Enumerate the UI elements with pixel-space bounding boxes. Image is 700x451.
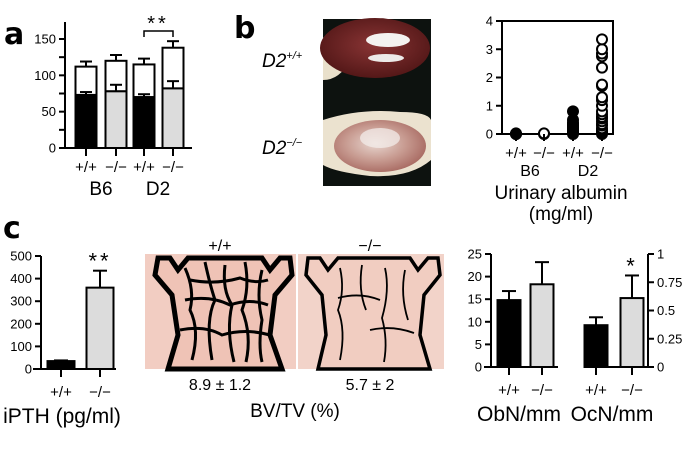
y-tick-label: 0.75 [657, 275, 682, 290]
y-tick-label: 50 [42, 104, 56, 119]
y-tick-label: 1 [486, 98, 493, 113]
open-point [596, 43, 608, 56]
y-tick-label: 25 [468, 247, 482, 262]
open-point [596, 78, 608, 91]
panel-letter-a: a [4, 17, 24, 52]
y-tick-label: 0 [657, 360, 664, 375]
significance-stars: * [626, 253, 638, 278]
significance-stars: ** [88, 249, 111, 274]
obn-bar-chart: 0 5 10 15 20 25 +/+ −/− ObN/mm [468, 247, 561, 427]
bvtv-label: BV/TV (%) [250, 401, 340, 422]
significance-stars: ** [147, 13, 169, 35]
bar [46, 360, 76, 370]
x-tick-label: −/− [89, 384, 111, 401]
x-axis-label-units: (mg/ml) [529, 204, 593, 225]
histology-wt-label: +/+ [208, 238, 231, 255]
kidney-photo [320, 18, 431, 186]
y-tick-label: 5 [475, 337, 482, 352]
histology-wt-image [145, 254, 296, 372]
bar-top-segment [132, 63, 156, 99]
y-tick-label: 100 [10, 339, 32, 354]
x-tick-label: +/+ [75, 159, 97, 176]
x-tick-label: −/− [621, 382, 643, 399]
y-tick-label: 100 [34, 68, 56, 83]
y-tick-label: 0 [475, 360, 482, 375]
y-tick-label: 4 [486, 14, 493, 29]
label-d2-ko: D2−/− [262, 137, 303, 159]
panel-letter-c: c [3, 211, 21, 246]
bar-bottom-segment [74, 93, 98, 149]
bone-histology-images [145, 254, 444, 372]
x-tick-label: −/− [162, 159, 184, 176]
bar [619, 297, 645, 369]
open-point [596, 61, 608, 74]
bvtv-wt-value: 8.9 ± 1.2 [189, 377, 251, 394]
group-label: B6 [89, 179, 112, 200]
label-d2-wt: D2+/+ [262, 50, 303, 72]
bar-bottom-segment [104, 90, 128, 149]
y-tick-label: 500 [10, 249, 32, 264]
bar-top-segment [74, 65, 98, 96]
filled-point [567, 105, 579, 118]
y-tick-label: 0 [486, 127, 493, 142]
y-tick-label: 20 [468, 269, 482, 284]
x-tick-label: −/− [533, 145, 555, 162]
y-tick-label: 3 [486, 42, 493, 57]
open-point [596, 33, 608, 46]
x-axis-label: OcN/mm [571, 403, 654, 426]
y-tick-label: 2 [486, 70, 493, 85]
histology-ko-label: −/− [358, 238, 381, 255]
ocn-bar-chart: 0 0.25 0.5 0.75 1 +/+ −/− * OcN/mm [571, 247, 683, 427]
panel-letter-b: b [234, 11, 255, 46]
y-tick-label: 10 [468, 314, 482, 329]
y-tick-label: 0 [25, 362, 32, 377]
y-tick-label: 400 [10, 271, 32, 286]
panel-a-stacked-bar-chart: 0 50 100 150 +/+ −/− +/+ −/− B6 D2 ** [34, 13, 192, 200]
x-axis-label: ObN/mm [477, 403, 561, 426]
x-tick-label: +/+ [498, 382, 520, 399]
bar [529, 283, 555, 368]
y-tick-label: 300 [10, 294, 32, 309]
bar [496, 299, 522, 369]
y-tick-label: 15 [468, 292, 482, 307]
open-point [596, 91, 608, 104]
x-axis-label: Urinary albumin [494, 183, 627, 204]
group-label: D2 [146, 179, 170, 200]
bar [85, 286, 115, 371]
y-tick-label: 200 [10, 316, 32, 331]
x-tick-label: +/+ [50, 384, 72, 401]
bar-bottom-segment [161, 87, 185, 149]
y-tick-label: 150 [34, 32, 56, 47]
x-tick-label: +/+ [562, 145, 584, 162]
x-tick-label: +/+ [585, 382, 607, 399]
bvtv-ko-value: 5.7 ± 2 [346, 377, 395, 394]
significance-bracket [143, 30, 174, 37]
x-tick-label: −/− [531, 382, 553, 399]
x-tick-label: +/+ [505, 145, 527, 162]
bar-bottom-segment [132, 96, 156, 149]
x-tick-label: +/+ [133, 159, 155, 176]
y-tick-label: 0 [49, 141, 56, 156]
bar [583, 324, 609, 369]
ipth-bar-chart: 0 100 200 300 400 500 +/+ −/− ** iPTH (pg/ml) [3, 249, 121, 429]
group-label: B6 [520, 163, 540, 180]
y-tick-label: 0.5 [657, 303, 675, 318]
y-tick-label: 1 [657, 247, 664, 262]
group-label: D2 [578, 163, 599, 180]
x-axis-label: iPTH (pg/ml) [3, 405, 121, 428]
y-tick-label: 0.25 [657, 331, 682, 346]
histology-ko-image [298, 254, 444, 371]
x-tick-label: −/− [105, 159, 127, 176]
x-tick-label: −/− [591, 145, 613, 162]
